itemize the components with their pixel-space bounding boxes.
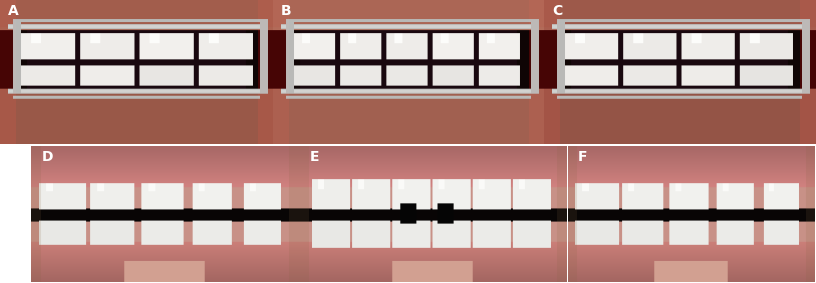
Text: B: B (281, 4, 291, 18)
Text: A: A (8, 4, 19, 18)
Text: C: C (552, 4, 563, 18)
Text: E: E (310, 150, 320, 164)
Text: D: D (42, 150, 53, 164)
Text: F: F (578, 150, 588, 164)
